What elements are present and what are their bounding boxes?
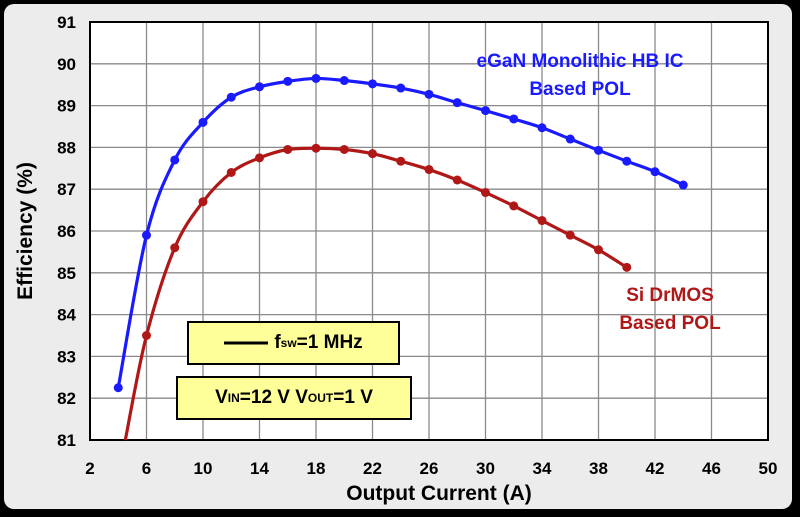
series-point-si xyxy=(339,144,349,154)
fsw-annotation-box: f sw =1 MHz xyxy=(187,321,400,365)
series-point-si xyxy=(255,153,264,163)
fsw-subscript: sw xyxy=(280,336,297,350)
series-point-si xyxy=(170,243,180,253)
legend-line-sample xyxy=(224,341,269,345)
series-point-egan xyxy=(678,180,688,190)
series-point-egan xyxy=(509,114,519,124)
series-point-egan xyxy=(368,79,377,89)
y-tick-label: 85 xyxy=(57,264,76,283)
plot-border xyxy=(89,21,769,441)
vout-subscript: OUT xyxy=(307,391,334,405)
series-point-egan xyxy=(424,89,434,99)
series-point-si xyxy=(537,216,547,226)
series-point-si xyxy=(283,144,293,154)
series-point-egan xyxy=(226,92,236,102)
series-point-egan xyxy=(255,82,264,92)
y-tick-label: 81 xyxy=(57,431,76,450)
x-tick-labels: 2 6 10 14 18 22 26 30 34 38 42 46 50 xyxy=(85,459,777,478)
y-tick-label: 90 xyxy=(57,55,76,74)
x-tick-label: 2 xyxy=(85,459,94,478)
series-point-si xyxy=(509,201,519,211)
series-point-si xyxy=(424,165,434,175)
series-point-egan xyxy=(650,167,660,177)
x-tick-label: 26 xyxy=(420,459,439,478)
series-point-egan xyxy=(283,76,293,86)
x-tick-label: 10 xyxy=(194,459,213,478)
x-tick-label: 30 xyxy=(476,459,495,478)
y-tick-label: 87 xyxy=(57,180,76,199)
y-tick-label: 82 xyxy=(57,389,76,408)
series-group xyxy=(113,73,688,441)
x-axis-label: Output Current (A) xyxy=(346,482,531,505)
x-tick-label: 6 xyxy=(142,459,151,478)
series-point-egan xyxy=(565,134,575,144)
y-axis-label: Efficiency (%) xyxy=(14,162,37,300)
series-point-si xyxy=(565,230,575,240)
series-point-egan xyxy=(594,145,603,155)
fsw-prefix: f xyxy=(274,332,281,353)
x-tick-label: 34 xyxy=(533,459,552,478)
series-label-si-line1: Si DrMOS xyxy=(626,285,714,306)
series-point-si xyxy=(142,331,151,340)
series-point-egan xyxy=(113,383,123,393)
x-tick-label: 50 xyxy=(759,459,778,478)
series-point-egan xyxy=(311,73,321,83)
x-tick-label: 18 xyxy=(307,459,326,478)
x-tick-label: 42 xyxy=(646,459,665,478)
vin-subscript: IN xyxy=(227,391,240,405)
x-tick-label: 46 xyxy=(702,459,721,478)
series-point-egan xyxy=(481,106,490,116)
series-point-si xyxy=(311,143,321,153)
y-tick-label: 88 xyxy=(57,138,76,157)
vin-vout-annotation-box: V IN =12 V V OUT =1 V xyxy=(176,376,412,420)
series-label-si-line2: Based POL xyxy=(619,313,721,334)
series-point-si xyxy=(594,245,603,255)
vout-value: =1 V xyxy=(333,387,373,408)
series-point-egan xyxy=(198,117,208,127)
series-point-si xyxy=(452,175,462,185)
fsw-value: =1 MHz xyxy=(296,332,363,353)
series-point-egan xyxy=(452,98,462,108)
series-label-egan-line1: eGaN Monolithic HB IC xyxy=(476,51,684,72)
series-point-si xyxy=(368,149,377,159)
series-point-egan xyxy=(537,123,547,133)
x-tick-label: 38 xyxy=(589,459,608,478)
y-tick-label: 84 xyxy=(57,306,76,325)
series-point-egan xyxy=(622,156,632,166)
y-tick-label: 91 xyxy=(57,13,76,32)
series-point-si xyxy=(226,167,236,177)
y-tick-label: 86 xyxy=(57,222,76,241)
y-tick-label: 83 xyxy=(57,347,76,366)
series-point-egan xyxy=(396,83,406,93)
series-label-egan: eGaN Monolithic HB IC Based POL xyxy=(420,48,740,104)
series-point-egan xyxy=(339,76,349,86)
x-tick-label: 22 xyxy=(363,459,382,478)
series-label-si: Si DrMOS Based POL xyxy=(590,282,750,338)
series-point-si xyxy=(396,156,406,166)
series-point-si xyxy=(198,197,208,207)
series-point-egan xyxy=(142,230,151,240)
vin-prefix: V xyxy=(215,387,228,408)
x-tick-label: 14 xyxy=(250,459,269,478)
series-label-egan-line2: Based POL xyxy=(529,79,631,100)
vin-middle: =12 V V xyxy=(239,387,308,408)
series-point-si xyxy=(481,188,490,198)
y-tick-labels: 81 82 83 84 85 86 87 88 89 90 91 xyxy=(57,13,76,450)
y-tick-label: 89 xyxy=(57,97,76,116)
series-point-egan xyxy=(170,155,180,165)
series-point-si xyxy=(622,262,632,272)
plot-frame xyxy=(89,21,769,441)
